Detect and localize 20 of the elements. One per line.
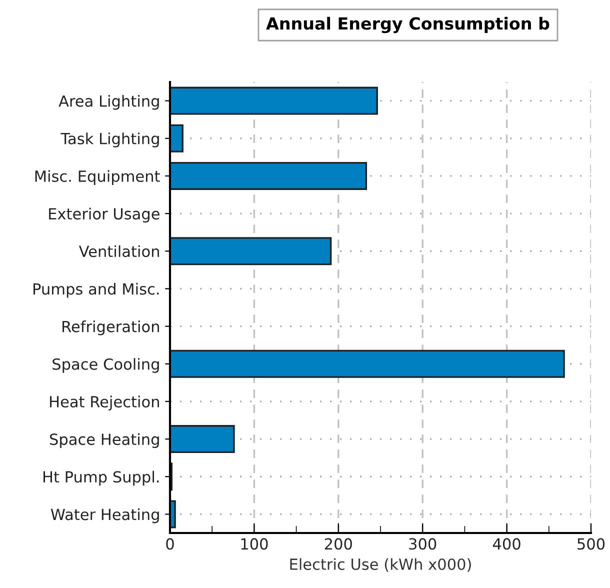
x-tick-label: 0 xyxy=(166,538,174,550)
chart-title: Annual Energy Consumption b xyxy=(266,16,550,34)
y-tick-label: Ventilation xyxy=(78,245,159,258)
x-tick-label: 500 xyxy=(578,538,605,550)
y-tick-label: Water Heating xyxy=(50,508,159,524)
y-tick-label: Misc. Equipment xyxy=(35,170,160,185)
y-tick-label: Space Cooling xyxy=(52,358,159,373)
y-tick-label: Refrigeration xyxy=(62,320,159,336)
y-tick-label: Task Lighting xyxy=(60,132,159,148)
y-tick-label: Space Heating xyxy=(50,433,159,448)
x-tick-label: 400 xyxy=(492,538,520,550)
y-tick-label: Ht Pump Suppl. xyxy=(44,470,159,486)
y-tick-label: Exterior Usage xyxy=(49,208,160,223)
y-tick-label: Heat Rejection xyxy=(50,396,159,410)
x-tick-label: 300 xyxy=(409,538,436,550)
y-tick-label: Pumps and Misc. xyxy=(34,282,159,298)
y-tick-label: Area Lighting xyxy=(58,94,159,110)
x-tick-label: 200 xyxy=(324,538,352,550)
x-tick-label: 100 xyxy=(241,538,268,550)
x-axis-title: Electric Use (kWh x000) xyxy=(290,558,471,572)
